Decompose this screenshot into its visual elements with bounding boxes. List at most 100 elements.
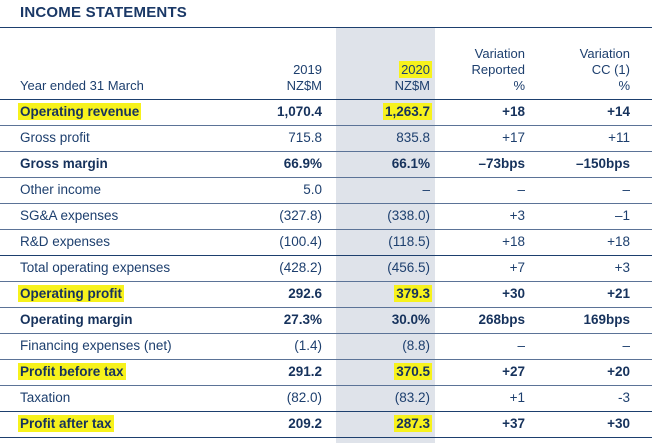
cell-variation-cc: +21 <box>607 286 630 301</box>
cell-variation-cc-cell: +11 <box>608 130 630 145</box>
cell-2020-cell: (456.5) <box>387 260 430 275</box>
cell-variation-reported: –73bps <box>478 156 525 171</box>
cell-variation-reported-cell: – <box>517 182 525 197</box>
cell-2019-cell: (327.8) <box>279 208 322 223</box>
cell-2019-cell: 27.3% <box>284 312 322 327</box>
cell-variation-reported: +3 <box>509 208 525 223</box>
row-label: Total operating expenses <box>20 260 171 275</box>
row-divider <box>0 203 652 204</box>
cell-variation-reported: +17 <box>502 130 525 145</box>
cell-2019-cell: 5.0 <box>303 182 322 197</box>
row-label-cell: Operating margin <box>20 312 133 327</box>
cell-variation-cc-cell: – <box>622 338 630 353</box>
cell-2020: (118.5) <box>388 234 430 249</box>
row-divider <box>0 99 652 100</box>
cell-2020-cell: (338.0) <box>387 208 430 223</box>
cell-variation-cc: – <box>622 338 630 353</box>
cell-2020: 370.5 <box>394 363 432 380</box>
row-label: Profit before tax <box>18 363 126 380</box>
cell-2020-cell: 66.1% <box>392 156 430 171</box>
cell-variation-reported-cell: +1 <box>510 390 525 405</box>
header-col-reported-line1: Variation <box>474 46 525 61</box>
row-label: Financing expenses (net) <box>20 338 172 353</box>
cell-variation-cc: +30 <box>607 416 630 431</box>
table-row: Profit after tax 209.2 287.3 +37 +30 <box>0 411 652 437</box>
table-row: Total operating expenses (428.2) (456.5) +7… <box>0 255 652 281</box>
cell-variation-cc-cell: +21 <box>607 286 630 301</box>
cell-2020-cell: (83.2) <box>395 390 430 405</box>
cell-variation-cc: –1 <box>614 208 630 223</box>
table-row: Gross profit 715.8 835.8 +17 +11 <box>0 125 652 151</box>
cell-2020-cell: 379.3 <box>394 285 432 302</box>
cell-variation-cc-cell: –150bps <box>576 156 630 171</box>
cell-variation-reported: – <box>517 338 525 353</box>
cell-variation-reported-cell: +17 <box>502 130 525 145</box>
cell-variation-cc: –150bps <box>575 156 630 171</box>
cell-variation-reported-cell: +18 <box>502 234 525 249</box>
table-row: Operating profit 292.6 379.3 +30 +21 <box>0 281 652 307</box>
cell-2019-cell: (82.0) <box>287 390 322 405</box>
cell-2019-cell: (1.4) <box>294 338 322 353</box>
table-row: SG&A expenses (327.8) (338.0) +3 –1 <box>0 203 652 229</box>
cell-2020-cell: 835.8 <box>396 130 430 145</box>
row-divider <box>0 151 652 152</box>
cell-2019: (100.4) <box>279 234 322 249</box>
cell-variation-cc-cell: +3 <box>615 260 630 275</box>
cell-2019-cell: 66.9% <box>284 156 322 171</box>
cell-variation-cc-cell: – <box>622 182 630 197</box>
cell-variation-cc: -3 <box>617 390 630 405</box>
row-label: SG&A expenses <box>20 208 119 223</box>
cell-variation-reported-cell: – <box>517 338 525 353</box>
cell-2019: (327.8) <box>279 208 322 223</box>
row-label: Other income <box>20 182 102 197</box>
cell-2020: 66.1% <box>391 156 430 171</box>
row-label-cell: Other income <box>20 182 101 197</box>
header-col-2020-year: 2020 <box>399 61 432 78</box>
row-label-cell: R&D expenses <box>20 234 110 249</box>
cell-variation-cc-cell: +20 <box>607 364 630 379</box>
row-divider <box>0 359 652 360</box>
cell-2019: 1,070.4 <box>276 104 322 119</box>
cell-2020: 1,263.7 <box>382 103 432 120</box>
cell-2019-cell: 715.8 <box>288 130 322 145</box>
cell-2019-cell: 292.6 <box>288 286 322 301</box>
row-label-cell: Operating revenue <box>18 103 142 120</box>
table-bottom-rule <box>0 437 652 438</box>
cell-variation-cc: 169bps <box>583 312 630 327</box>
row-divider <box>0 255 652 256</box>
row-divider <box>0 411 652 412</box>
cell-variation-cc-cell: –1 <box>615 208 630 223</box>
row-label: Operating margin <box>20 312 133 327</box>
cell-variation-cc: +11 <box>608 130 630 145</box>
row-label-cell: Profit before tax <box>18 363 126 380</box>
cell-2020-cell: (118.5) <box>388 234 430 249</box>
table-row: Operating revenue 1,070.4 1,263.7 +18 +14 <box>0 99 652 125</box>
header-col-2019: 2019 NZ$M <box>287 62 322 94</box>
cell-2020: (456.5) <box>387 260 430 275</box>
row-label-cell: Gross profit <box>20 130 90 145</box>
header-col-cc-line3: % <box>618 78 630 93</box>
row-divider <box>0 177 652 178</box>
header-col-2019-year: 2019 <box>293 62 322 77</box>
row-label-cell: Gross margin <box>20 156 108 171</box>
header-col-cc-line1: Variation <box>579 46 630 61</box>
cell-variation-reported: +37 <box>502 416 525 431</box>
cell-variation-reported: 268bps <box>478 312 525 327</box>
row-label-cell: Financing expenses (net) <box>20 338 172 353</box>
cell-2019: 292.6 <box>288 286 322 301</box>
cell-2020: 287.3 <box>394 415 432 432</box>
cell-2019-cell: 1,070.4 <box>277 104 322 119</box>
cell-2019: (428.2) <box>279 260 322 275</box>
cell-2019-cell: 291.2 <box>288 364 322 379</box>
cell-variation-cc-cell: +14 <box>607 104 630 119</box>
cell-2020-cell: 1,263.7 <box>382 103 432 120</box>
cell-variation-cc-cell: -3 <box>618 390 630 405</box>
cell-2020-cell: 287.3 <box>394 415 432 432</box>
table-row: Profit before tax 291.2 370.5 +27 +20 <box>0 359 652 385</box>
cell-2019: 715.8 <box>288 130 322 145</box>
row-divider <box>0 333 652 334</box>
cell-variation-reported: +30 <box>502 286 525 301</box>
cell-2020-cell: 30.0% <box>392 312 430 327</box>
row-label: Gross margin <box>20 156 108 171</box>
table-row: Financing expenses (net) (1.4) (8.8) – – <box>0 333 652 359</box>
